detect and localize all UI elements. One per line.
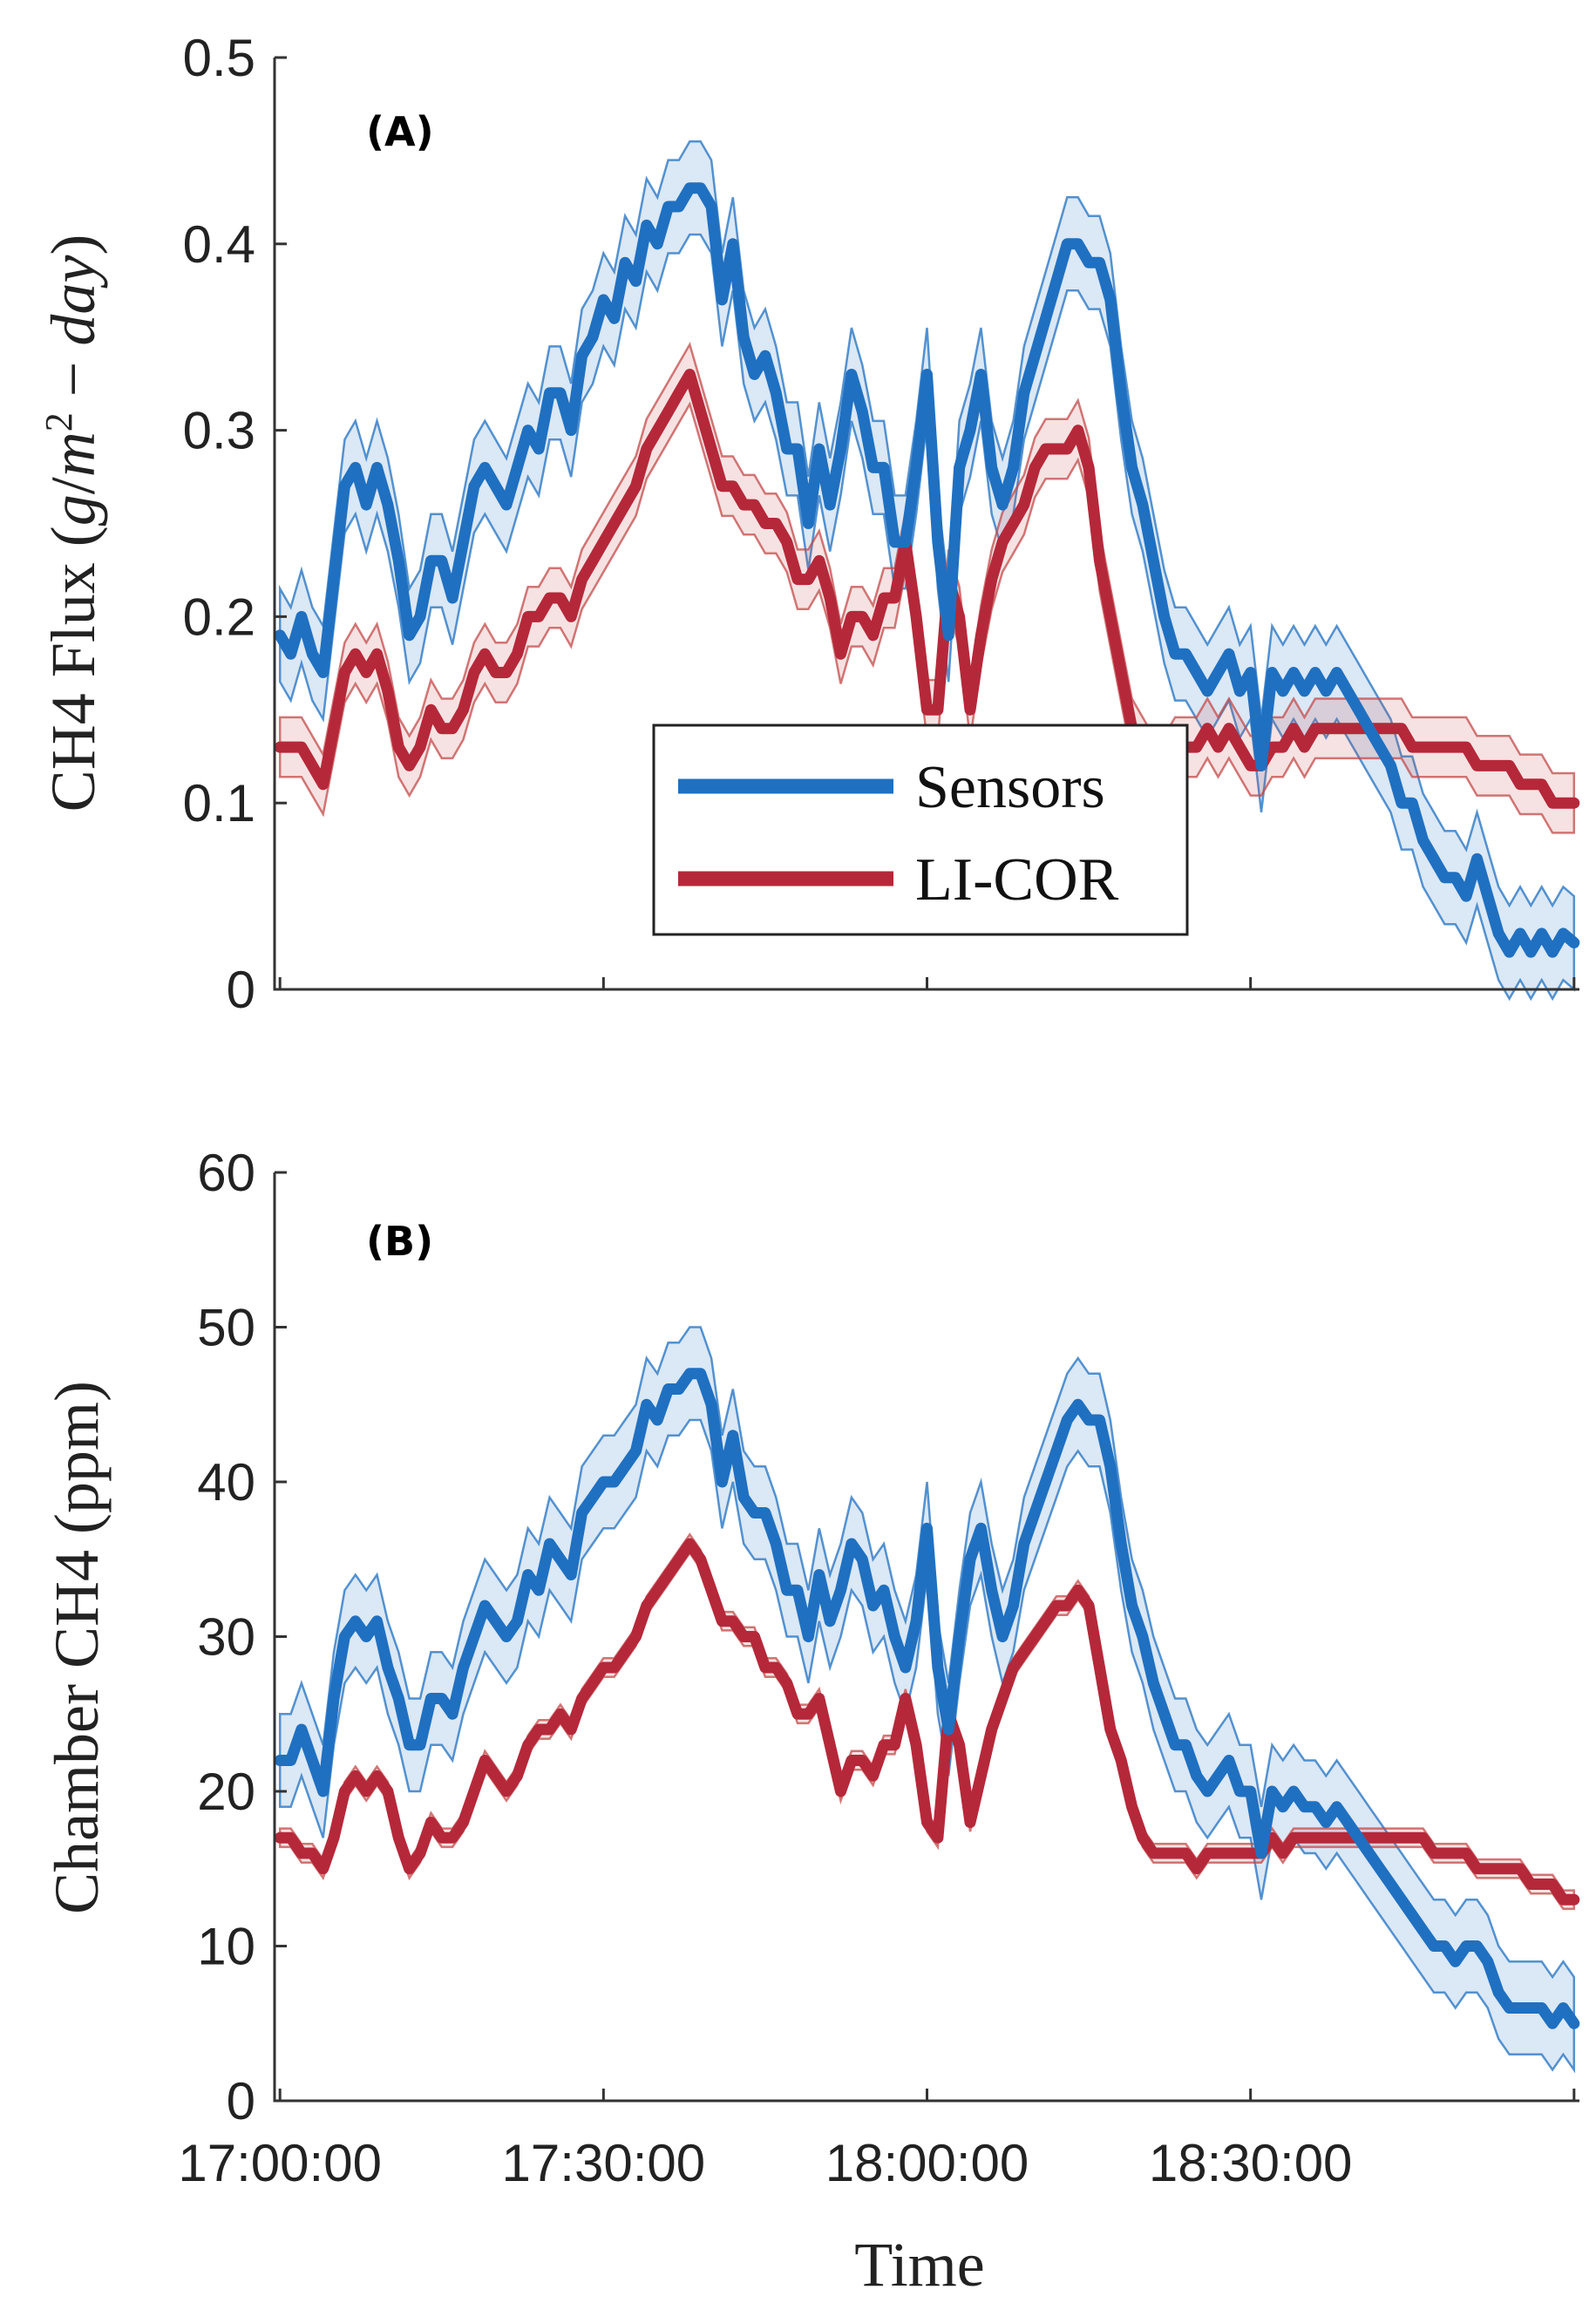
- x-axis-label: Time: [854, 2230, 984, 2300]
- x-tick-label: 18:30:00: [1149, 2134, 1353, 2192]
- y-tick-label: 0: [227, 2072, 255, 2130]
- panel-a-chart: 0 0.1 0.2 0.3 0.4 0.5 (A) CH4 Flux (g/m2 − da…: [37, 29, 1580, 1019]
- y-tick-label: 40: [197, 1453, 255, 1512]
- panel-a-y-ticks: 0 0.1 0.2 0.3 0.4 0.5: [183, 29, 287, 1019]
- panel-a-line-li-cor: [274, 369, 1580, 809]
- y-tick-label: 0.1: [183, 774, 255, 832]
- y-tick-label: 0.4: [183, 215, 255, 274]
- y-tick-label: 20: [197, 1763, 255, 1821]
- y-tick-label: 0.2: [183, 588, 255, 646]
- y-tick-label: 60: [197, 1144, 255, 1202]
- panel-a-lines: [274, 182, 1580, 958]
- panel-b-label: (B): [366, 1218, 433, 1265]
- legend: Sensors LI-COR: [652, 724, 1189, 936]
- panel-b-bands: [278, 1326, 1576, 2074]
- x-tick-label: 17:00:00: [178, 2134, 382, 2192]
- panel-b-band-sensors: [278, 1326, 1576, 2074]
- y-tick-label: 50: [197, 1299, 255, 1357]
- legend-box: [652, 724, 1189, 936]
- x-tick-label: 17:30:00: [502, 2134, 706, 2192]
- panel-b-y-ticks: 0 10 20 30 40 50 60: [197, 1144, 287, 2130]
- y-tick-label: 0: [227, 961, 255, 1019]
- panel-b-x-ticks: 17:00:00 17:30:00 18:00:00 18:30:00: [178, 2089, 1576, 2192]
- legend-label-licor: LI-COR: [915, 846, 1119, 914]
- panel-b-line-sensors: [274, 1368, 1580, 2029]
- panel-b-lines: [274, 1368, 1580, 2029]
- panel-b-chart: 0 10 20 30 40 50 60 17:00:00 17:30:00 18:00:00 18…: [42, 1144, 1580, 2300]
- legend-label-sensors: Sensors: [915, 754, 1105, 821]
- y-tick-label: 0.5: [183, 29, 255, 87]
- panel-a-y-axis-label: CH4 Flux (g/m2 − day): [37, 234, 108, 812]
- y-tick-label: 0.3: [183, 402, 255, 460]
- y-tick-label: 10: [197, 1918, 255, 1976]
- y-tick-label: 30: [197, 1608, 255, 1667]
- panel-a-line-sensors: [274, 182, 1580, 958]
- x-tick-label: 18:00:00: [825, 2134, 1029, 2192]
- panel-a-label: (A): [366, 108, 434, 155]
- panel-a-x-ticks: [278, 977, 1576, 989]
- panel-b-y-axis-label: Chamber CH4 (ppm): [42, 1381, 112, 1914]
